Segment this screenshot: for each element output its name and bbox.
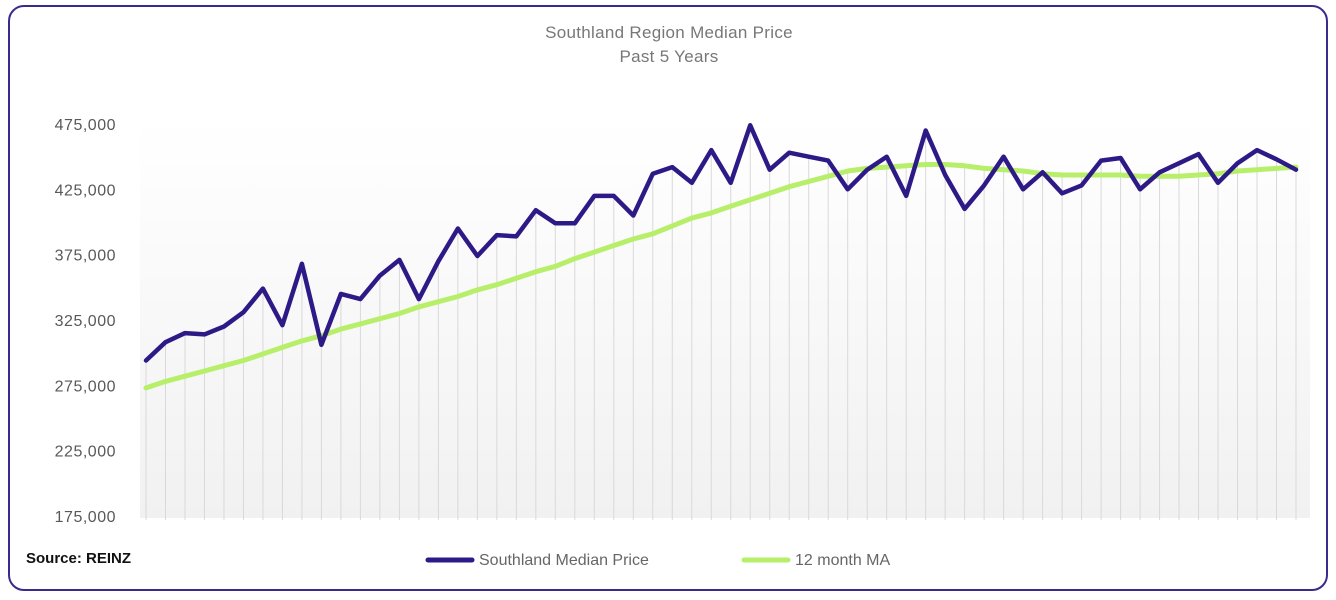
y-axis: 175,000 225,000 275,000 325,000 375,000 425,0…	[55, 117, 116, 526]
series-layer	[143, 123, 1299, 391]
median-price-line	[143, 123, 1299, 363]
y-tick-label: 325,000	[55, 313, 116, 330]
chart-subtitle: Past 5 Years	[619, 47, 718, 66]
plot-area	[140, 118, 1310, 518]
chart-title: Southland Region Median Price	[545, 23, 793, 42]
y-tick-label: 275,000	[55, 378, 116, 395]
y-tick-label: 425,000	[55, 182, 116, 199]
legend-label-median-price: Southland Median Price	[479, 552, 649, 569]
legend: Southland Median Price 12 month MA	[425, 552, 890, 569]
moving-average-line	[143, 162, 1299, 391]
y-tick-label: 375,000	[55, 248, 116, 265]
source-label: Source: REINZ	[26, 550, 131, 567]
y-tick-label: 225,000	[55, 444, 116, 461]
y-tick-label: 475,000	[55, 117, 116, 134]
legend-label-moving-average: 12 month MA	[795, 552, 890, 569]
y-tick-label: 175,000	[55, 509, 116, 526]
drop-lines	[145, 125, 1297, 520]
